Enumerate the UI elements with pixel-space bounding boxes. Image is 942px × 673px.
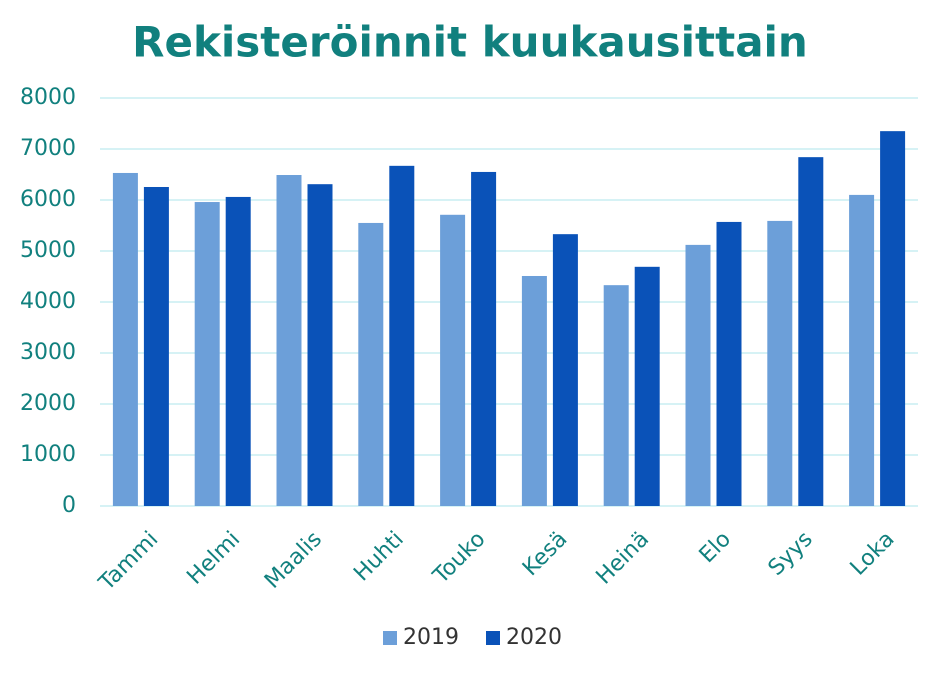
x-tick-label: Helmi [182,527,245,590]
bar [798,157,824,506]
x-tick-label: Tammi [94,527,163,596]
bar [685,244,711,506]
chart-title: Rekisteröinnit kuukausittain [132,18,808,67]
y-tick-label: 4000 [20,289,76,314]
bar [358,222,384,506]
bar [634,266,660,506]
x-tick-label: Loka [846,527,900,581]
x-tick-label: Kesä [518,527,572,581]
bar [440,214,466,507]
y-tick-label: 3000 [20,340,76,365]
bar [521,275,547,506]
x-tick-label: Syys [764,527,818,581]
legend-label: 2020 [506,625,562,650]
bar [849,194,875,506]
bar [471,171,497,506]
legend-swatch [486,631,500,645]
y-tick-label: 2000 [20,391,76,416]
bar [880,131,906,506]
bar [767,220,793,506]
y-tick-label: 5000 [20,238,76,263]
y-tick-label: 7000 [20,136,76,161]
bar [143,186,169,506]
bar [716,221,742,506]
bar [389,165,415,506]
bar [603,285,629,506]
bar [276,175,302,506]
bar [112,172,138,506]
bar [307,184,333,506]
bar [552,234,578,507]
x-tick-label: Elo [695,527,736,568]
y-tick-label: 8000 [20,85,76,110]
y-tick-label: 1000 [20,442,76,467]
x-tick-label: Huhti [349,527,409,587]
x-tick-label: Touko [428,527,491,590]
x-tick-label: Heinä [592,527,655,590]
x-tick-label: Maalis [260,527,327,594]
bar [194,202,220,507]
y-tick-label: 0 [62,493,76,518]
bar [225,196,251,506]
legend-label: 2019 [403,625,459,650]
legend-swatch [383,631,397,645]
y-tick-label: 6000 [20,187,76,212]
